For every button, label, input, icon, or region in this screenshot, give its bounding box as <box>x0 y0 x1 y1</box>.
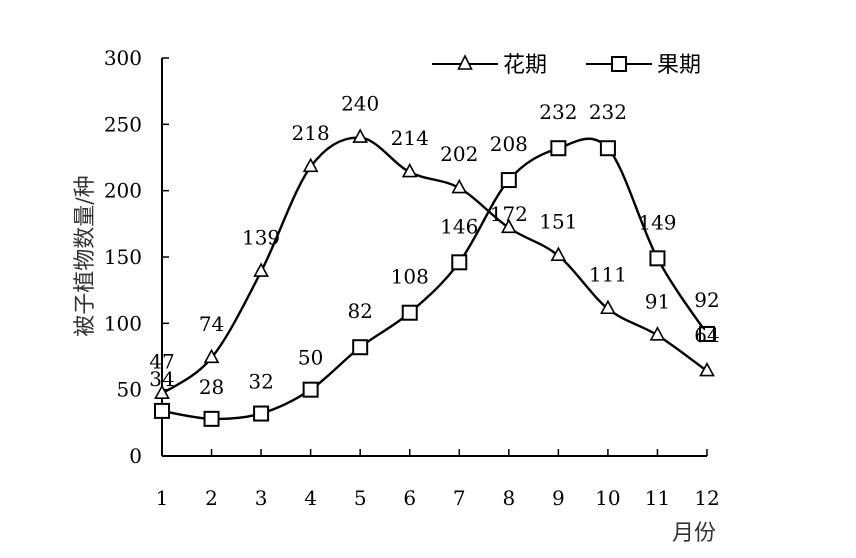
x-tick-label: 2 <box>205 486 218 510</box>
triangle-marker <box>699 361 715 377</box>
data-label: 232 <box>539 100 577 124</box>
square-marker <box>599 140 616 157</box>
y-tick-labels: 0 50 100 150 200 250 300 <box>104 46 142 468</box>
data-label: 111 <box>589 263 627 287</box>
x-tick-label: 12 <box>694 486 719 510</box>
y-tick-label: 100 <box>104 311 142 335</box>
legend-label-flowering: 花期 <box>503 53 547 78</box>
x-axis-title: 月份 <box>672 521 716 546</box>
triangle-marker <box>302 157 319 173</box>
data-label: 139 <box>242 226 280 250</box>
y-tick-label: 150 <box>104 245 142 269</box>
legend-item-fruiting: 果期 <box>586 53 701 78</box>
data-labels: 47 74 139 218 240 214 202 172 151 111 91 64 34 28 32 50… <box>149 92 719 399</box>
square-marker <box>203 410 220 427</box>
x-tick-label: 8 <box>502 486 515 510</box>
data-label: 47 <box>149 350 174 374</box>
square-marker <box>302 381 319 398</box>
square-marker <box>451 254 468 271</box>
x-tick-label: 4 <box>304 486 317 510</box>
y-tick-label: 0 <box>129 444 142 468</box>
square-marker <box>401 304 418 321</box>
triangle-marker <box>500 218 517 234</box>
data-label: 151 <box>539 210 577 234</box>
series-markers <box>154 128 715 427</box>
square-marker <box>154 402 170 419</box>
x-tick-label: 7 <box>453 486 466 510</box>
triangle-marker <box>154 384 170 399</box>
data-label: 214 <box>391 126 429 150</box>
x-tick-label: 5 <box>354 486 367 510</box>
triangle-marker <box>600 299 616 315</box>
triangle-marker <box>401 162 418 178</box>
data-label: 28 <box>199 375 224 399</box>
square-marker <box>550 140 567 157</box>
data-label: 50 <box>298 346 323 370</box>
data-label: 32 <box>248 370 273 394</box>
legend-item-flowering: 花期 <box>432 53 547 78</box>
data-label: 64 <box>694 323 719 347</box>
square-marker <box>699 325 715 342</box>
data-label: 218 <box>292 121 330 145</box>
x-tick-label: 10 <box>595 486 620 510</box>
data-label: 172 <box>490 202 528 226</box>
y-tick-label: 200 <box>104 179 142 203</box>
triangle-marker <box>649 326 666 341</box>
y-tick-label: 250 <box>104 112 142 136</box>
x-tick-label: 9 <box>552 486 565 510</box>
square-marker <box>500 172 517 189</box>
triangle-marker <box>253 262 269 277</box>
data-label: 146 <box>440 214 478 238</box>
data-label: 34 <box>149 367 174 391</box>
legend-label-fruiting: 果期 <box>657 53 701 78</box>
data-label: 91 <box>645 289 670 313</box>
x-tick-labels: 1 2 3 4 5 6 7 8 9 10 11 12 <box>156 486 720 510</box>
data-label: 82 <box>347 299 372 323</box>
x-tick-label: 1 <box>156 486 169 510</box>
legend-triangle-icon <box>457 54 473 70</box>
x-tick-label: 6 <box>403 486 416 510</box>
square-marker <box>352 339 369 356</box>
y-axis-title: 被子植物数量/种 <box>73 175 98 336</box>
y-tick-label: 300 <box>104 46 142 70</box>
legend: 花期 果期 <box>432 53 701 78</box>
triangle-marker <box>451 178 468 194</box>
data-label: 108 <box>391 265 429 289</box>
square-marker <box>253 405 270 422</box>
y-tick-label: 50 <box>117 378 142 402</box>
data-label: 74 <box>199 312 224 336</box>
data-label: 202 <box>440 142 478 166</box>
data-label: 240 <box>341 92 379 116</box>
data-label: 208 <box>490 132 528 156</box>
triangle-marker <box>203 348 220 364</box>
triangle-marker <box>352 128 369 143</box>
x-tick-label: 11 <box>645 486 670 510</box>
data-label: 232 <box>589 100 627 124</box>
legend-square-icon <box>611 56 627 72</box>
triangle-marker <box>550 246 567 261</box>
square-marker <box>649 250 666 267</box>
data-label: 92 <box>694 288 719 312</box>
x-tick-label: 3 <box>255 486 268 510</box>
data-label: 149 <box>638 210 676 234</box>
